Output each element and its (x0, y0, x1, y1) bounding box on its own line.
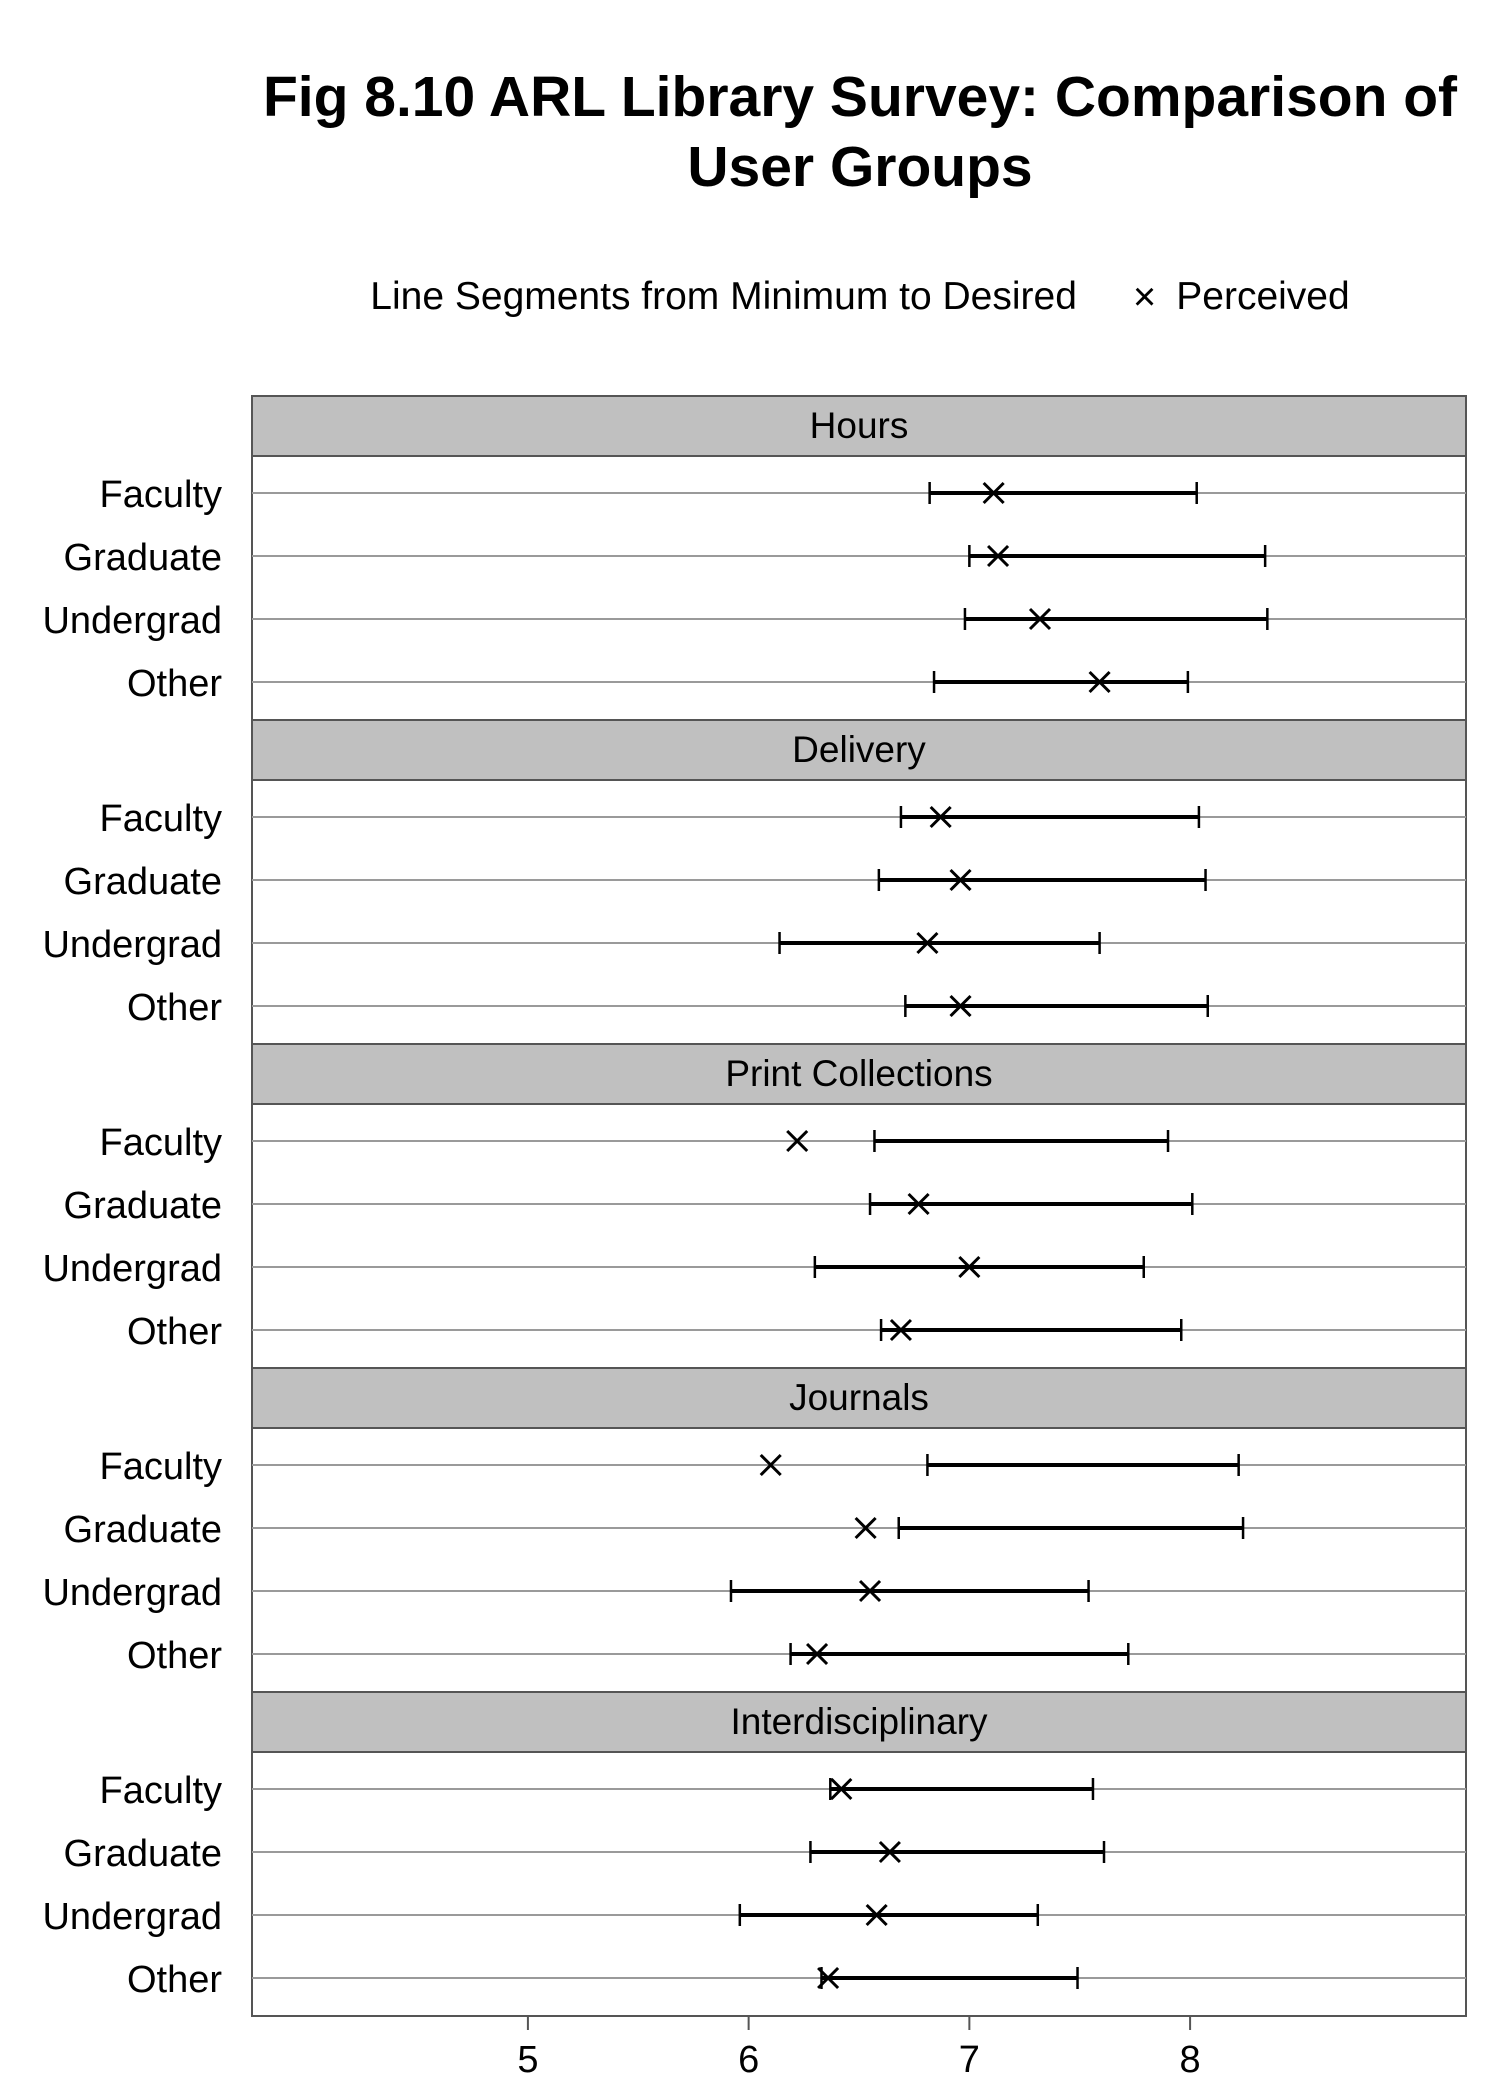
row-label: Other (127, 987, 222, 1029)
row-label: Graduate (64, 861, 222, 903)
panel-strip-label: Print Collections (725, 1053, 992, 1094)
row-label: Faculty (100, 1122, 222, 1164)
perceived-marker (889, 1318, 912, 1342)
perceived-marker (865, 1903, 888, 1927)
perceived-marker (986, 544, 1010, 568)
legend-point-label: Perceived (1176, 275, 1350, 318)
row-label: Faculty (100, 474, 222, 516)
panel-strip (251, 1043, 1467, 1105)
perceived-marker (949, 868, 972, 892)
perceived-marker (916, 931, 939, 955)
perceived-marker (806, 1642, 829, 1666)
panel-strip (251, 1367, 1467, 1429)
perceived-marker (786, 1129, 809, 1153)
row-label: Faculty (100, 1446, 222, 1488)
row-label: Other (127, 663, 222, 705)
x-tick-label: 8 (1180, 2039, 1201, 2081)
perceived-marker (830, 1777, 853, 1801)
x-tick-label: 5 (517, 2039, 538, 2081)
row-label: Faculty (100, 798, 222, 840)
perceived-marker (1028, 607, 1052, 631)
row-label: Other (127, 1959, 222, 2001)
legend: Line Segments from Minimum to Desired × … (240, 272, 1480, 322)
row-label: Undergrad (42, 1572, 222, 1614)
perceived-marker (907, 1192, 930, 1216)
row-label: Undergrad (42, 1248, 222, 1290)
perceived-marker (949, 994, 972, 1018)
legend-segment-label: Line Segments from Minimum to Desired (370, 275, 1077, 318)
perceived-marker (929, 805, 952, 829)
panel-strip (251, 395, 1467, 457)
panel-strip-label: Journals (789, 1377, 929, 1418)
panel-strip (251, 719, 1467, 781)
row-label: Other (127, 1311, 222, 1353)
row-label: Faculty (100, 1770, 222, 1812)
perceived-marker (858, 1579, 882, 1603)
perceived-marker (958, 1255, 981, 1279)
chart-title: Fig 8.10 ARL Library Survey: Comparison … (262, 65, 1458, 199)
perceived-marker (854, 1516, 877, 1540)
row-label: Graduate (64, 1509, 222, 1551)
row-label: Graduate (64, 1185, 222, 1227)
row-label: Other (127, 1635, 222, 1677)
panel-strip-label: Hours (810, 405, 909, 446)
row-label: Undergrad (42, 924, 222, 966)
panel-strip-label: Interdisciplinary (730, 1701, 988, 1742)
perceived-marker (982, 481, 1005, 505)
perceived-marker (817, 1966, 840, 1990)
perceived-marker (1088, 670, 1111, 694)
row-label: Undergrad (42, 1896, 222, 1938)
row-label: Graduate (64, 1833, 222, 1875)
panel-strip (251, 1691, 1467, 1753)
panel-strip-label: Delivery (792, 729, 926, 770)
x-tick-label: 6 (738, 2039, 759, 2081)
row-label: Graduate (64, 537, 222, 579)
perceived-marker (759, 1453, 782, 1477)
row-label: Undergrad (42, 600, 222, 642)
cross-marker-icon: × (1132, 274, 1157, 319)
x-tick-label: 7 (959, 2039, 980, 2081)
perceived-marker (878, 1840, 901, 1864)
